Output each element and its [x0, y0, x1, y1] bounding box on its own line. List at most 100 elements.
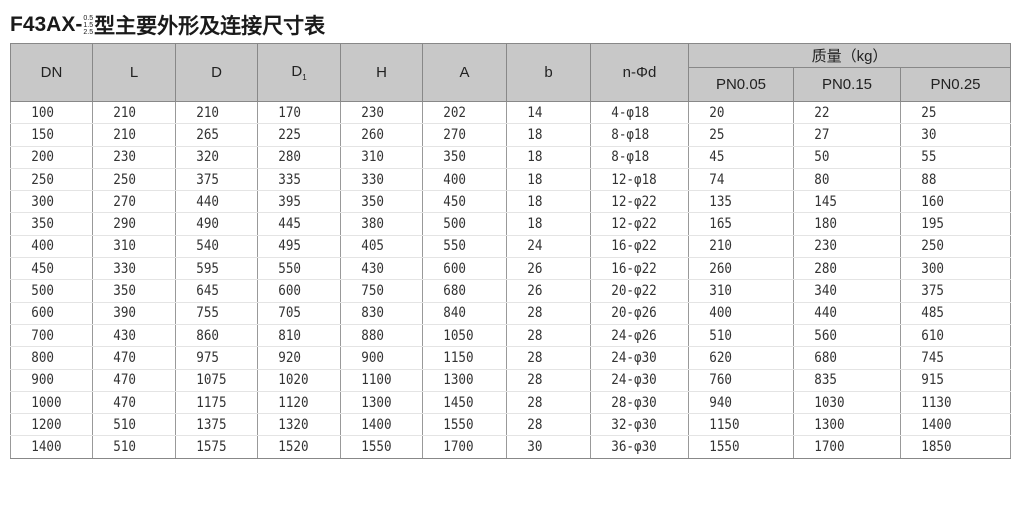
table-cell: 330	[340, 168, 415, 192]
table-cell: 1850	[900, 435, 1000, 459]
table-cell: 485	[900, 302, 1000, 325]
table-cell: 74	[688, 168, 784, 192]
table-cell: 810	[257, 324, 333, 348]
table-cell: 18	[506, 190, 583, 214]
table-cell: 900	[340, 346, 415, 370]
table-cell: 700	[10, 324, 85, 348]
table-cell: 470	[92, 369, 168, 392]
table-cell: 400	[422, 168, 499, 192]
table-cell: 470	[92, 391, 168, 415]
table-cell: 510	[92, 413, 168, 437]
table-cell: 445	[257, 212, 333, 236]
table-row: 500 350 645 600 750 680 26 20-φ22 310 340 375	[10, 279, 1011, 303]
table-cell: 1200	[10, 413, 85, 437]
table-cell: 510	[688, 324, 784, 348]
table-cell: 1175	[175, 391, 250, 415]
table-cell: 430	[92, 324, 168, 348]
table-cell: 745	[900, 346, 1000, 370]
table-cell: 1150	[422, 346, 499, 370]
table-row: 1000 470 1175 1120 1300 1450 28 28-φ30 940 1030 11…	[10, 391, 1011, 415]
table-cell: 36-φ30	[590, 435, 680, 459]
header-d1: D1	[257, 43, 341, 102]
table-cell: 380	[340, 212, 415, 236]
table-row: 1400 510 1575 1520 1550 1700 30 36-φ30 1550 1700 1…	[10, 435, 1011, 459]
table-cell: 1320	[257, 413, 333, 437]
header-pn015: PN0.15	[793, 67, 901, 102]
table-cell: 18	[506, 146, 583, 169]
table-cell: 260	[688, 257, 784, 281]
table-cell: 28	[506, 346, 583, 370]
table-cell: 395	[257, 190, 333, 214]
table-cell: 225	[257, 123, 333, 147]
table-cell: 145	[793, 190, 891, 214]
table-cell: 260	[340, 123, 415, 147]
table-cell: 14	[506, 101, 583, 125]
table-cell: 1550	[340, 435, 415, 459]
table-cell: 20	[688, 101, 784, 125]
table-cell: 860	[175, 324, 250, 348]
header-a: A	[422, 43, 507, 102]
header-pn005: PN0.05	[688, 67, 794, 102]
table-cell: 375	[175, 168, 250, 192]
table-cell: 1150	[688, 413, 784, 437]
page-title: F43AX- 0.5 1.5 2.5 型主要外形及连接尺寸表	[10, 10, 325, 40]
table-cell: 24	[506, 235, 583, 259]
table-row: 600 390 755 705 830 840 28 20-φ26 400 440 485	[10, 302, 1011, 325]
table-cell: 330	[92, 257, 168, 281]
dimensions-table: DN L D D1 H A b n-Φd 质量（kg） PN0.05 PN0.1…	[10, 43, 1011, 459]
table-row: 450 330 595 550 430 600 26 16-φ22 260 280 300	[10, 257, 1011, 281]
table-cell: 300	[10, 190, 85, 214]
table-cell: 55	[900, 146, 1000, 169]
table-cell: 350	[422, 146, 499, 169]
table-cell: 1400	[10, 435, 85, 459]
table-cell: 195	[900, 212, 1000, 236]
table-cell: 1020	[257, 369, 333, 392]
table-cell: 290	[92, 212, 168, 236]
table-cell: 25	[688, 123, 784, 147]
table-cell: 560	[793, 324, 891, 348]
table-cell: 165	[688, 212, 784, 236]
table-row: 100 210 210 170 230 202 14 4-φ18 20 22 25	[10, 101, 1011, 125]
table-cell: 680	[793, 346, 891, 370]
table-cell: 900	[10, 369, 85, 392]
table-cell: 620	[688, 346, 784, 370]
header-l: L	[92, 43, 176, 102]
table-cell: 335	[257, 168, 333, 192]
table-cell: 755	[175, 302, 250, 325]
table-cell: 610	[900, 324, 1000, 348]
title-suffix: 型主要外形及连接尺寸表	[94, 15, 326, 38]
table-cell: 400	[688, 302, 784, 325]
table-cell: 250	[900, 235, 1000, 259]
table-cell: 880	[340, 324, 415, 348]
table-cell: 310	[340, 146, 415, 169]
table-cell: 1300	[793, 413, 891, 437]
table-cell: 160	[900, 190, 1000, 214]
table-row: 1200 510 1375 1320 1400 1550 28 32-φ30 1150 1300 1…	[10, 413, 1011, 437]
table-cell: 28	[506, 413, 583, 437]
table-cell: 24-φ30	[590, 346, 680, 370]
table-cell: 350	[10, 212, 85, 236]
table-cell: 500	[422, 212, 499, 236]
title-prefix: F43AX-	[10, 13, 83, 36]
table-cell: 22	[793, 101, 891, 125]
table-cell: 210	[688, 235, 784, 259]
table-cell: 250	[92, 168, 168, 192]
table-cell: 210	[92, 123, 168, 147]
table-cell: 840	[422, 302, 499, 325]
table-cell: 340	[793, 279, 891, 303]
table-cell: 1300	[422, 369, 499, 392]
table-cell: 135	[688, 190, 784, 214]
table-cell: 100	[10, 101, 85, 125]
table-cell: 280	[257, 146, 333, 169]
pressure-stack: 0.5 1.5 2.5	[83, 14, 94, 36]
table-cell: 4-φ18	[590, 101, 680, 125]
table-cell: 430	[340, 257, 415, 281]
table-cell: 1130	[900, 391, 1000, 415]
table-cell: 18	[506, 123, 583, 147]
table-cell: 50	[793, 146, 891, 169]
table-cell: 915	[900, 369, 1000, 392]
table-cell: 600	[10, 302, 85, 325]
table-cell: 16-φ22	[590, 235, 680, 259]
table-cell: 375	[900, 279, 1000, 303]
table-cell: 230	[92, 146, 168, 169]
